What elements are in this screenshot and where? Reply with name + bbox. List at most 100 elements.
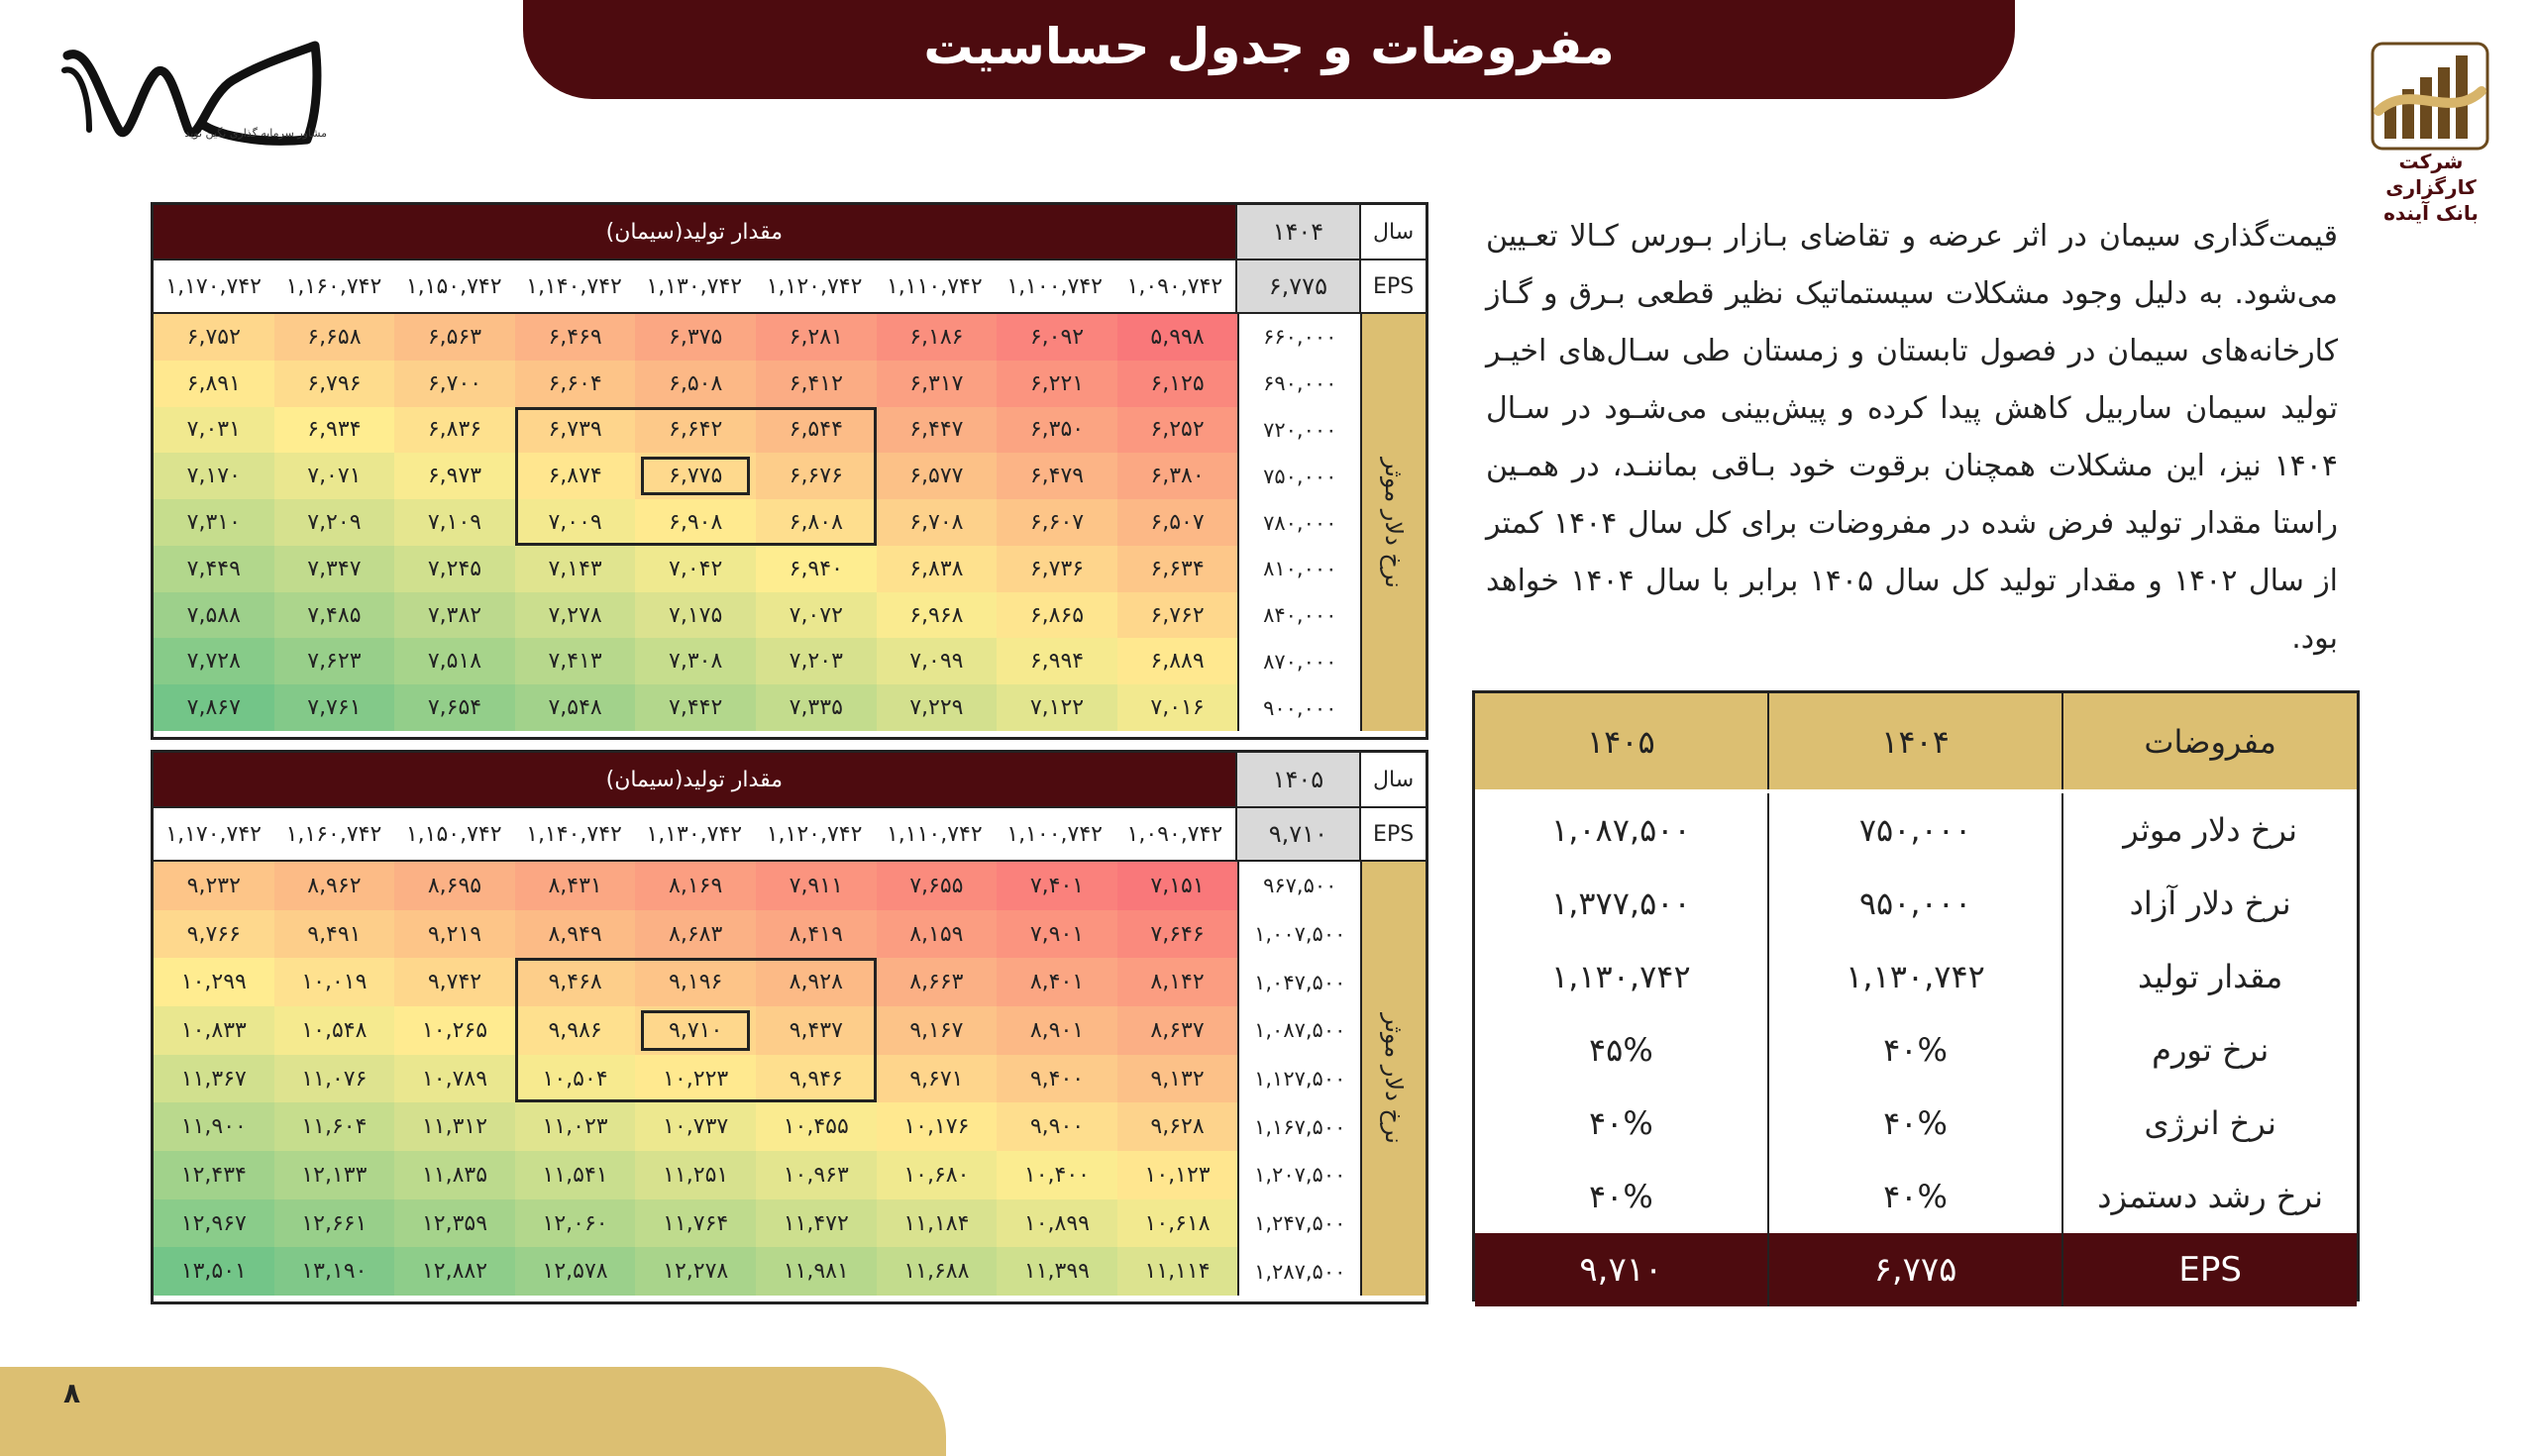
sensitivity-cell: ۵,۹۹۸ (1116, 314, 1238, 361)
description-paragraph: قیمت‌گذاری سیمان در اثر عرضه و تقاضای بـ… (1486, 219, 2339, 656)
sensitivity-cell: ۷,۲۰۳ (755, 638, 877, 685)
assumption-label: نرخ تورم (2061, 1013, 2357, 1087)
sensitivity-cell: ۷,۶۴۶ (1116, 909, 1238, 959)
sensitivity-cell: ۱۰,۴۵۵ (755, 1102, 877, 1152)
sensitivity-cell: ۸,۶۶۳ (876, 958, 998, 1007)
rate-value: ۶۹۰,۰۰۰ (1263, 371, 1337, 396)
sensitivity-cell: ۶,۶۴۲ (635, 406, 756, 454)
sensitivity-cell: ۷,۱۵۱ (1116, 862, 1238, 910)
rate-value: ۱,۲۴۷,۵۰۰ (1254, 1211, 1346, 1236)
sensitivity-row: ۶,۷۵۲ ۶,۶۵۸ ۶,۵۶۳ ۶,۴۶۹ ۶,۳۷۵ ۶,۲۸۱ ۶,۱۸۶ ۶,۰۹۲… (154, 314, 1238, 361)
sensitivity-cell: ۹,۲۳۲ (154, 862, 274, 910)
assumptions-body: نرخ دلار موثر ۷۵۰,۰۰۰ ۱,۰۸۷,۵۰۰ نرخ دلار آز… (1475, 789, 2357, 1233)
rate-value: ۱,۰۰۷,۵۰۰ (1254, 922, 1346, 946)
assumption-value: ۴۰% (1766, 1013, 2062, 1087)
year-value: ۱۴۰۵ (1234, 753, 1360, 806)
sensitivity-cell: ۷,۱۲۲ (997, 684, 1117, 732)
sensitivity-cell: ۷,۷۶۱ (273, 684, 395, 732)
sensitivity-cell: ۹,۹۰۰ (997, 1102, 1117, 1152)
sensitivity-row: ۱۲,۹۶۷ ۱۲,۶۶۱ ۱۲,۳۵۹ ۱۲,۰۶۰ ۱۱,۷۶۴ ۱۱,۴۷۲ ۱۱,۱… (154, 1198, 1238, 1248)
sensitivity-cell: ۶,۹۹۴ (997, 638, 1117, 685)
production-value: ۱,۱۶۰,۷۴۲ (285, 273, 382, 299)
sensitivity-cell: ۹,۱۶۷ (876, 1006, 998, 1055)
sensitivity-cell: ۹,۷۱۰ (635, 1006, 756, 1055)
rate-values-column: ۹۶۷,۵۰۰ ۱,۰۰۷,۵۰۰ ۱,۰۴۷,۵۰۰ ۱,۰۸۷,۵۰۰ ۱,۱۲۷,… (1237, 862, 1360, 1296)
sensitivity-cell: ۹,۷۴۲ (394, 958, 515, 1007)
sensitivity-table-1404: مقدار تولید(سیمان) ۱۴۰۴ سال ۱,۱۷۰,۷۴۲ ۱,۱۶۰,… (151, 202, 1428, 740)
assumptions-footer-row: EPS ۶,۷۷۵ ۹,۷۱۰ (1475, 1233, 2357, 1306)
sensitivity-cell: ۶,۷۷۵ (635, 453, 756, 500)
sensitivity-cell: ۱۳,۱۹۰ (273, 1247, 395, 1297)
sensitivity-cell: ۱۱,۷۶۴ (635, 1198, 756, 1248)
rate-value: ۱,۲۸۷,۵۰۰ (1254, 1259, 1346, 1284)
assumption-value: ۱,۱۳۰,۷۴۲ (1551, 958, 1691, 995)
sensitivity-cell: ۶,۷۰۰ (394, 360, 515, 407)
production-values-row: ۱,۱۷۰,۷۴۲ ۱,۱۶۰,۷۴۲ ۱,۱۵۰,۷۴۲ ۱,۱۴۰,۷۴۲ ۱,۱۳… (154, 806, 1426, 862)
sensitivity-cell: ۷,۵۱۸ (394, 638, 515, 685)
sensitivity-cell: ۶,۵۰۸ (635, 360, 756, 407)
year-label: سال (1359, 753, 1426, 806)
assumptions-footer-1405: ۹,۷۱۰ (1579, 1250, 1663, 1290)
sensitivity-top-row: مقدار تولید(سیمان) ۱۴۰۴ سال (154, 205, 1426, 259)
page-number: ۸ (63, 1377, 81, 1409)
rate-value: ۱,۱۲۷,۵۰۰ (1254, 1067, 1346, 1092)
sensitivity-cell: ۶,۸۸۹ (1116, 638, 1238, 685)
sensitivity-cell: ۱۱,۶۸۸ (876, 1247, 998, 1297)
broker-logo-icon (2371, 42, 2489, 151)
sensitivity-cell: ۷,۴۱۳ (514, 638, 636, 685)
sensitivity-cell: ۸,۱۴۲ (1116, 958, 1238, 1007)
production-value: ۱,۱۵۰,۷۴۲ (405, 273, 502, 299)
rate-value: ۹۰۰,۰۰۰ (1263, 695, 1337, 720)
sensitivity-cell: ۷,۲۲۹ (876, 684, 998, 732)
sensitivity-row: ۷,۳۱۰ ۷,۲۰۹ ۷,۱۰۹ ۷,۰۰۹ ۶,۹۰۸ ۶,۸۰۸ ۶,۷۰۸ ۶,۶۰۷… (154, 499, 1238, 546)
sensitivity-cell: ۸,۴۳۱ (514, 862, 636, 910)
assumption-value: ۹۵۰,۰۰۰ (1766, 867, 2062, 940)
sensitivity-cell: ۹,۴۹۱ (273, 909, 395, 959)
sensitivity-cell: ۶,۹۴۰ (755, 545, 877, 592)
sensitivity-cell: ۶,۳۵۰ (997, 406, 1117, 454)
sensitivity-cell: ۶,۱۸۶ (876, 314, 998, 361)
broker-logo-caption: شرکت کارگزاری بانک آینده (2383, 150, 2479, 225)
sensitivity-cell: ۹,۲۱۹ (394, 909, 515, 959)
sensitivity-cell: ۷,۰۴۲ (635, 545, 756, 592)
sensitivity-cell: ۶,۵۶۳ (394, 314, 515, 361)
production-value: ۱,۱۶۰,۷۴۲ (285, 821, 382, 847)
sensitivity-cell: ۱۰,۱۲۳ (1116, 1151, 1238, 1199)
sensitivity-cell: ۹,۹۸۶ (514, 1006, 636, 1055)
assumption-label: نرخ دلار موثر (2061, 793, 2357, 867)
eps-label: EPS (1359, 808, 1426, 860)
sensitivity-cell: ۶,۲۸۱ (755, 314, 877, 361)
sensitivity-cell: ۱۳,۵۰۱ (154, 1247, 274, 1297)
sensitivity-cell: ۷,۳۰۸ (635, 638, 756, 685)
rate-axis-text: نرخ دلار موثر (1380, 1013, 1409, 1144)
rate-value: ۷۵۰,۰۰۰ (1263, 464, 1337, 488)
production-value: ۱,۱۴۰,۷۴۲ (526, 821, 622, 847)
sensitivity-cell: ۹,۱۹۶ (635, 958, 756, 1007)
sensitivity-cell: ۱۱,۳۶۷ (154, 1054, 274, 1103)
sensitivity-cell: ۷,۰۷۱ (273, 453, 395, 500)
assumptions-footer-label: EPS (2061, 1233, 2357, 1306)
sensitivity-cell: ۱۲,۳۵۹ (394, 1198, 515, 1248)
assumption-value: ۴۵% (1588, 1031, 1653, 1069)
sensitivity-cell: ۶,۶۰۷ (997, 499, 1117, 546)
production-value: ۱,۱۳۰,۷۴۲ (646, 273, 743, 299)
sensitivity-cell: ۶,۳۸۰ (1116, 453, 1238, 500)
sensitivity-cell: ۷,۳۱۰ (154, 499, 274, 546)
sensitivity-cell: ۱۱,۴۷۲ (755, 1198, 877, 1248)
sensitivity-cell: ۱۰,۰۱۹ (273, 958, 395, 1007)
assumptions-row: نرخ دلار آزاد ۹۵۰,۰۰۰ ۱,۳۷۷,۵۰۰ (1475, 867, 2357, 940)
sensitivity-cell: ۷,۶۵۴ (394, 684, 515, 732)
sensitivity-cell: ۸,۹۲۸ (755, 958, 877, 1007)
sensitivity-row: ۷,۵۸۸ ۷,۴۸۵ ۷,۳۸۲ ۷,۲۷۸ ۷,۱۷۵ ۷,۰۷۲ ۶,۹۶۸ ۶,۸۶۵… (154, 591, 1238, 639)
page-title: مفروضات و جدول حساسیت (923, 18, 1615, 75)
production-value: ۱,۰۹۰,۷۴۲ (1126, 821, 1223, 847)
sensitivity-cell: ۱۰,۷۳۷ (635, 1102, 756, 1152)
sensitivity-row: ۱۱,۹۰۰ ۱۱,۶۰۴ ۱۱,۳۱۲ ۱۱,۰۲۳ ۱۰,۷۳۷ ۱۰,۴۵۵ ۱۰,۱… (154, 1102, 1238, 1152)
sensitivity-cell: ۱۲,۱۳۳ (273, 1151, 395, 1199)
sensitivity-cell: ۶,۶۷۶ (755, 453, 877, 500)
sensitivity-grid: ۶,۷۵۲ ۶,۶۵۸ ۶,۵۶۳ ۶,۴۶۹ ۶,۳۷۵ ۶,۲۸۱ ۶,۱۸۶ ۶,۰۹۲… (154, 314, 1238, 732)
sensitivity-cell: ۱۲,۹۶۷ (154, 1198, 274, 1248)
sensitivity-cell: ۶,۹۷۳ (394, 453, 515, 500)
sensitivity-cell: ۱۲,۶۶۱ (273, 1198, 395, 1248)
assumption-value: ۴۰% (1766, 1087, 2062, 1160)
